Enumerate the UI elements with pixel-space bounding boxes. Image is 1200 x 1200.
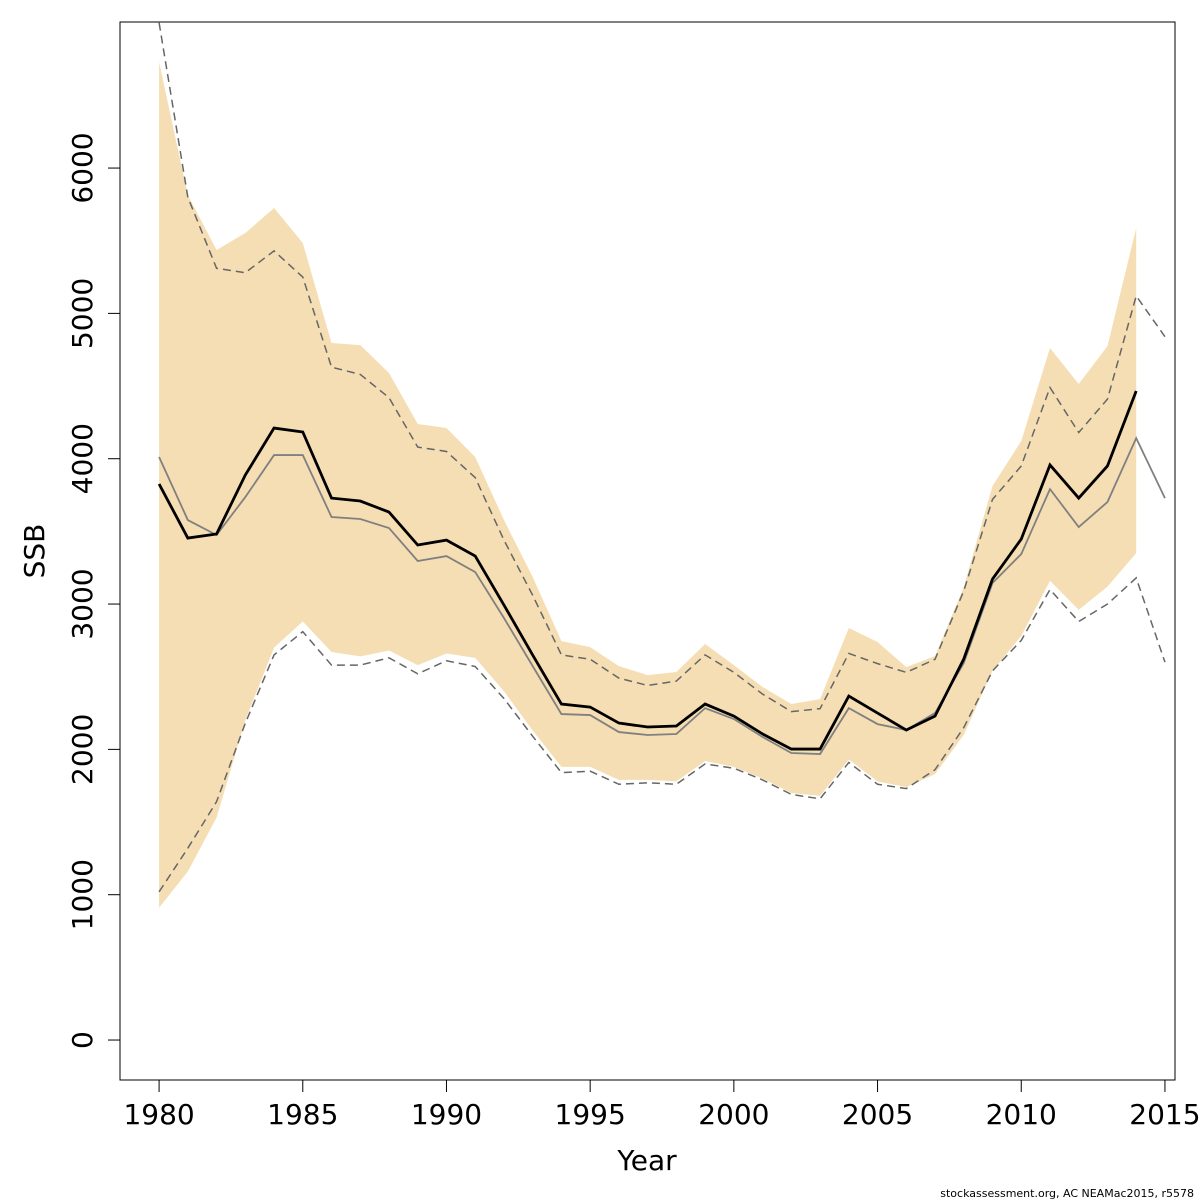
y-tick-label: 2000 [66, 714, 99, 785]
x-tick-label: 2015 [1129, 1098, 1200, 1131]
x-tick-label: 1995 [555, 1098, 626, 1131]
y-tick-label: 0 [66, 1031, 99, 1049]
footnote: stockassessment.org, AC NEAMac2015, r557… [940, 1187, 1194, 1200]
interval-line [158, 22, 1166, 713]
interval-line [158, 576, 1166, 893]
x-tick-label: 1990 [411, 1098, 482, 1131]
x-tick-label: 2000 [698, 1098, 769, 1131]
y-tick-label: 5000 [66, 278, 99, 349]
estimate-line [157, 390, 1138, 751]
y-tick-label: 4000 [66, 423, 99, 494]
x-tick-label: 1980 [123, 1098, 194, 1131]
x-tick-label: 2005 [842, 1098, 913, 1131]
y-tick-label: 1000 [66, 859, 99, 930]
x-tick-label: 2010 [986, 1098, 1057, 1131]
y-tick-label: 6000 [66, 132, 99, 203]
confidence-band [159, 62, 1137, 908]
x-axis-title: Year [616, 1144, 677, 1177]
y-tick-label: 3000 [66, 568, 99, 639]
y-axis-title: SSB [18, 524, 51, 579]
x-tick-label: 1985 [267, 1098, 338, 1131]
estimate-line [158, 435, 1166, 755]
